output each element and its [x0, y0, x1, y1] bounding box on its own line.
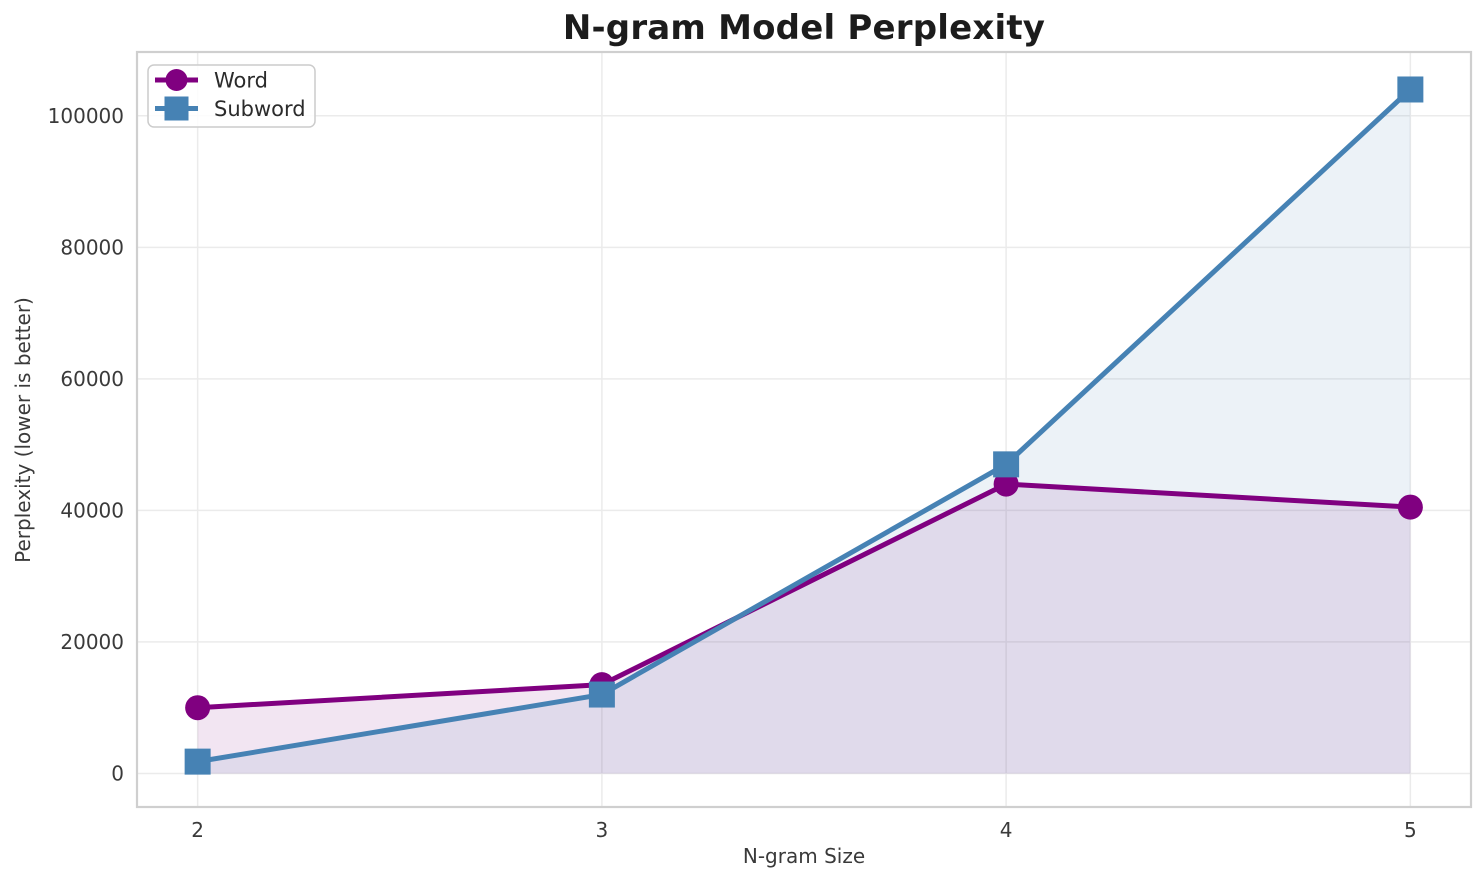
y-tick-label-40000: 40000: [60, 498, 124, 522]
marker-word-5: [1397, 494, 1423, 520]
marker-subword-2: [184, 748, 211, 775]
legend-circle-icon: [165, 69, 188, 91]
series-line-subword: [197, 87, 1413, 765]
series-line-word: [197, 481, 1411, 711]
legend: Word Subword: [147, 64, 316, 128]
marker-word-2: [185, 695, 211, 721]
x-axis-label: N-gram Size: [742, 844, 866, 868]
y-tick-label-80000: 80000: [60, 235, 124, 259]
legend-square-icon: [164, 96, 189, 121]
legend-item-subword: Subword: [155, 96, 306, 121]
x-tick-label-3: 3: [596, 818, 609, 842]
marker-subword-3: [588, 681, 615, 708]
legend-label-subword: Subword: [214, 97, 306, 121]
marker-subword-4: [993, 451, 1020, 478]
y-tick-label-20000: 20000: [60, 630, 124, 654]
x-tick-label-4: 4: [1000, 818, 1013, 842]
marker-word-4: [993, 471, 1019, 497]
chart-title: N-gram Model Perplexity: [562, 8, 1046, 48]
legend-label-word: Word: [214, 69, 268, 93]
y-tick-label-100000: 100000: [48, 104, 124, 128]
y-tick-label-0: 0: [111, 761, 124, 785]
x-tick-label-2: 2: [191, 818, 204, 842]
x-tick-label-5: 5: [1404, 818, 1417, 842]
fill-area-subword: [197, 89, 1411, 774]
plot-border: [135, 50, 1473, 809]
fill-area-word: [197, 484, 1411, 774]
y-tick-label-60000: 60000: [60, 367, 124, 391]
legend-item-word: Word: [155, 69, 268, 93]
marker-subword-5: [1397, 76, 1424, 103]
